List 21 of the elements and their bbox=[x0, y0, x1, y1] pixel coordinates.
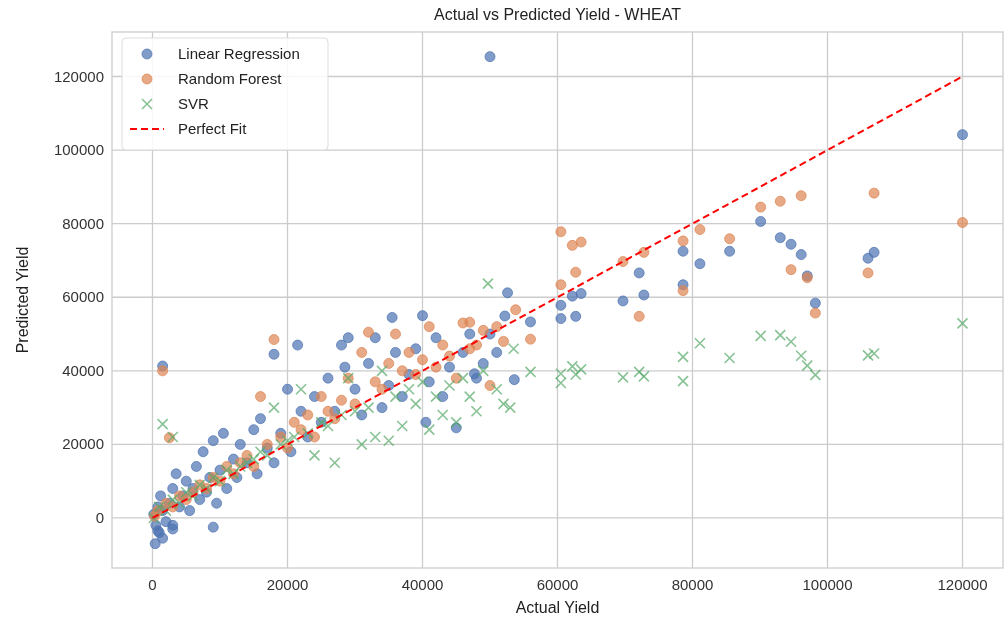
y-tick-label: 0 bbox=[95, 508, 104, 526]
y-tick-label: 120000 bbox=[53, 67, 104, 85]
x-tick-label: 100000 bbox=[802, 576, 853, 593]
x-tick-label: 20000 bbox=[266, 576, 309, 593]
x-tick-label: 80000 bbox=[671, 576, 714, 593]
x-tick-label: 60000 bbox=[536, 576, 579, 593]
x-tick-label: 120000 bbox=[937, 576, 988, 593]
y-axis-title: Predicted Yield bbox=[14, 246, 31, 354]
y-tick-label: 100000 bbox=[53, 141, 104, 159]
legend-label: Random Forest bbox=[178, 70, 283, 87]
legend-label: Perfect Fit bbox=[178, 120, 248, 137]
y-tick-label: 20000 bbox=[62, 435, 104, 453]
y-tick-label: 60000 bbox=[62, 288, 104, 306]
legend-label: Linear Regression bbox=[178, 45, 300, 62]
legend-label: SVR bbox=[178, 95, 210, 112]
y-tick-label: 80000 bbox=[62, 214, 104, 232]
x-axis-title: Actual Yield bbox=[515, 599, 600, 616]
y-tick-label: 40000 bbox=[62, 361, 104, 379]
x-tick-label: 40000 bbox=[401, 576, 444, 593]
x-tick-label: 0 bbox=[148, 576, 157, 593]
chart-title: Actual vs Predicted Yield - WHEAT bbox=[434, 6, 682, 23]
